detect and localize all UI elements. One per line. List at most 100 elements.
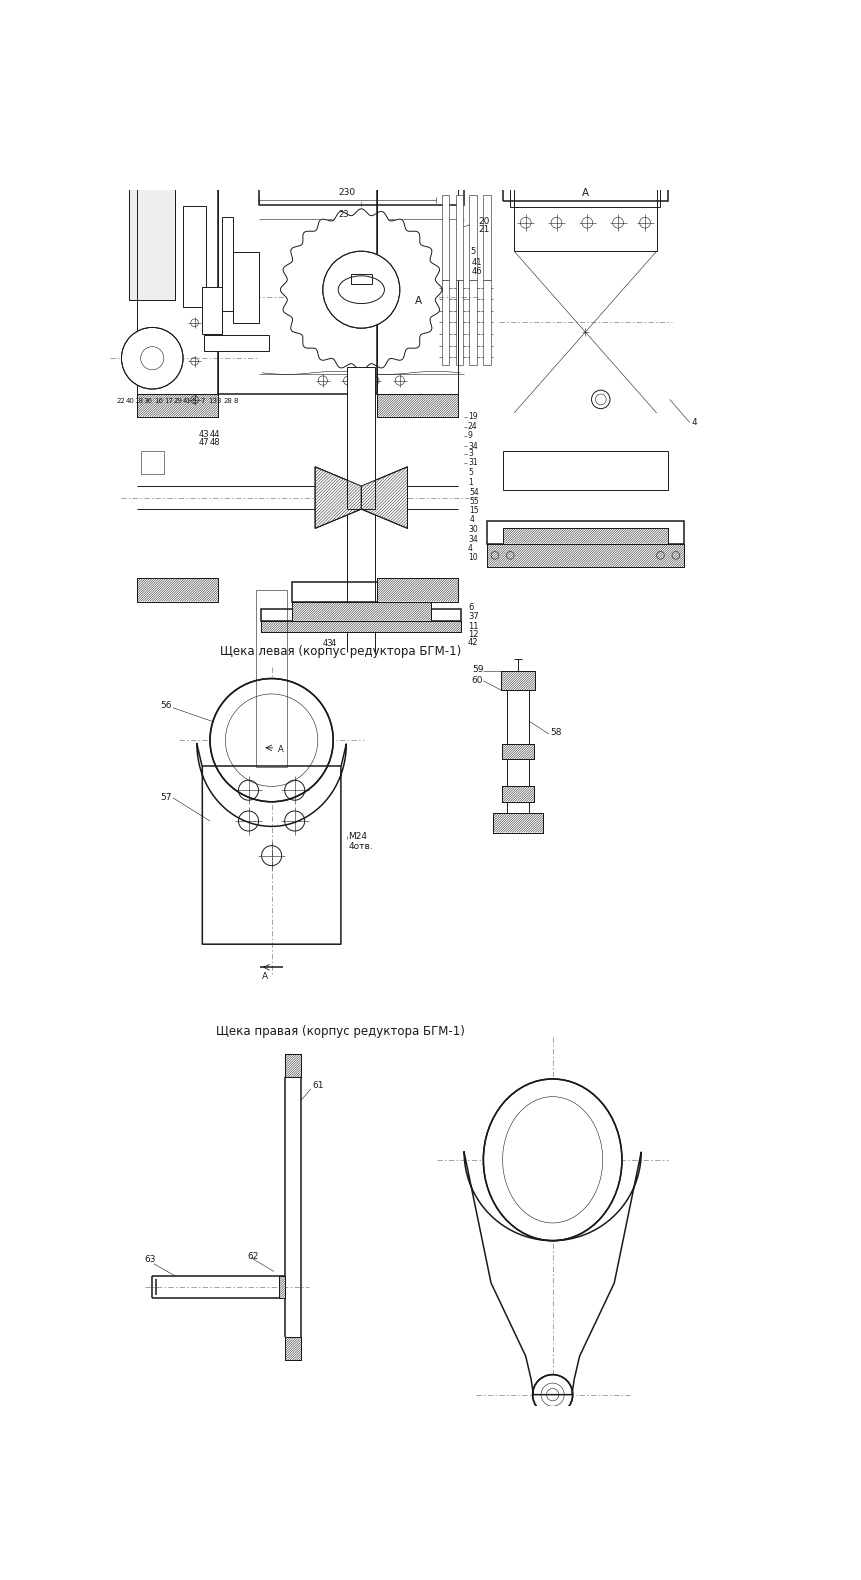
Text: 15: 15 [469, 506, 479, 515]
Text: 3: 3 [468, 449, 473, 458]
Text: 48: 48 [210, 438, 220, 447]
Polygon shape [501, 744, 534, 760]
Text: 5: 5 [468, 468, 473, 477]
Polygon shape [492, 814, 542, 833]
Text: 42: 42 [468, 638, 478, 646]
Text: 40: 40 [125, 398, 134, 404]
Text: 54: 54 [469, 488, 479, 496]
Text: 36: 36 [144, 398, 152, 404]
Bar [502, 452, 667, 490]
Bar [292, 583, 430, 602]
Bar [129, 183, 175, 300]
Text: 11: 11 [468, 623, 478, 632]
Text: 46: 46 [471, 267, 482, 276]
Text: 10: 10 [468, 553, 477, 562]
Text: 4: 4 [468, 544, 473, 553]
Circle shape [210, 678, 333, 801]
Bar [258, 21, 463, 205]
Text: 47: 47 [198, 438, 209, 447]
Polygon shape [315, 466, 361, 528]
Text: 12: 12 [468, 630, 478, 640]
Bar [513, 90, 656, 251]
Polygon shape [501, 787, 534, 801]
Text: 34: 34 [468, 534, 477, 544]
Polygon shape [285, 1337, 300, 1360]
Bar [350, 273, 372, 284]
Bar [129, 183, 175, 300]
Text: 62: 62 [247, 1251, 258, 1261]
Text: 20: 20 [477, 218, 489, 226]
Text: 5: 5 [191, 398, 195, 404]
Text: A: A [581, 188, 588, 199]
Text: A: A [415, 295, 422, 307]
Text: 44: 44 [210, 430, 220, 439]
Text: 34: 34 [468, 441, 477, 450]
Polygon shape [137, 393, 218, 417]
Polygon shape [137, 578, 218, 602]
Bar [455, 196, 463, 280]
Text: 55: 55 [469, 498, 479, 506]
Polygon shape [361, 466, 407, 528]
Text: 1: 1 [468, 477, 472, 487]
Text: 17: 17 [164, 398, 172, 404]
Text: 8: 8 [232, 398, 238, 404]
Bar [256, 589, 287, 768]
Text: 21: 21 [477, 224, 489, 234]
Polygon shape [280, 209, 442, 371]
Text: 61: 61 [312, 1081, 324, 1090]
Text: 31: 31 [468, 458, 477, 468]
Text: A: A [262, 972, 268, 981]
Text: 22: 22 [116, 398, 125, 404]
Text: 16: 16 [154, 398, 164, 404]
Bar [483, 196, 491, 280]
Polygon shape [279, 1277, 285, 1297]
Text: A: A [277, 744, 283, 754]
Text: 43: 43 [198, 430, 209, 439]
Circle shape [532, 1375, 572, 1414]
Circle shape [121, 327, 183, 389]
Text: 230: 230 [338, 188, 356, 198]
Polygon shape [261, 621, 461, 632]
Bar [502, 0, 667, 201]
Text: 58: 58 [549, 728, 561, 736]
Text: 57: 57 [160, 793, 171, 803]
Text: 3: 3 [216, 398, 220, 404]
Text: 19: 19 [468, 412, 477, 422]
Text: 18: 18 [134, 398, 144, 404]
Bar [221, 218, 232, 311]
Polygon shape [376, 393, 457, 417]
Bar [203, 335, 269, 351]
Bar [202, 286, 221, 335]
Bar [469, 196, 477, 280]
Bar [137, 186, 218, 393]
Text: 6: 6 [468, 604, 473, 611]
Text: 4: 4 [691, 419, 696, 427]
Text: 29: 29 [173, 398, 182, 404]
Text: 56: 56 [160, 702, 171, 709]
Bar [442, 196, 449, 280]
Text: 4отв.: 4отв. [348, 842, 373, 852]
Text: 4: 4 [330, 640, 336, 648]
Text: 4: 4 [469, 515, 474, 523]
Text: 59: 59 [471, 665, 483, 673]
Bar [510, 164, 660, 207]
Text: Щека левая (корпус редуктора БГМ-1): Щека левая (корпус редуктора БГМ-1) [220, 645, 461, 659]
Circle shape [322, 251, 400, 329]
Polygon shape [285, 1054, 300, 1078]
Polygon shape [292, 602, 430, 621]
Text: M24: M24 [348, 833, 367, 841]
Text: 41: 41 [471, 258, 482, 267]
Text: 23: 23 [338, 210, 349, 218]
Text: 5: 5 [470, 246, 475, 256]
Ellipse shape [483, 1079, 622, 1240]
Text: 24: 24 [468, 422, 477, 431]
Polygon shape [376, 578, 457, 602]
Bar [183, 205, 206, 308]
Bar [347, 367, 375, 509]
Bar [140, 452, 164, 474]
Text: 43: 43 [322, 640, 333, 648]
Text: 30: 30 [468, 526, 477, 534]
Text: 41: 41 [182, 398, 191, 404]
Bar [218, 186, 376, 393]
Text: 60: 60 [471, 676, 483, 684]
